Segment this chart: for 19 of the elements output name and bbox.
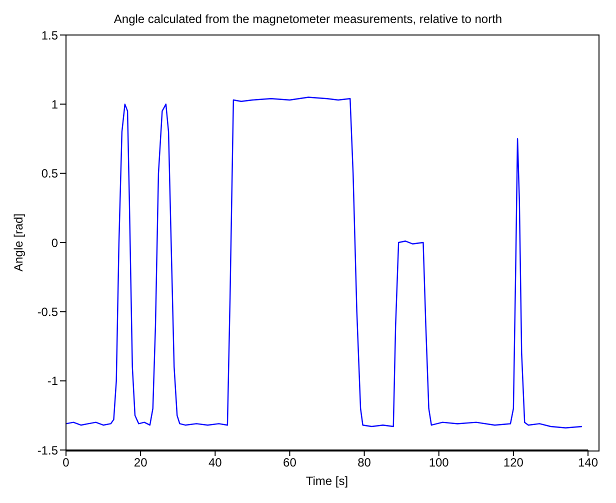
x-tick-label: 100 (428, 456, 450, 470)
y-tick-label: 1.5 (41, 28, 58, 42)
x-tick-label: 80 (358, 456, 372, 470)
x-axis-title: Time [s] (306, 474, 348, 488)
line-series (66, 96, 583, 428)
y-tick-label: 0.5 (41, 166, 58, 181)
x-tick-label: 40 (208, 456, 222, 470)
y-tick-label: -1 (47, 374, 58, 388)
chart-title: Angle calculated from the magnetometer measurements, relative to north (112, 11, 504, 28)
y-tick-label: 0 (51, 236, 58, 250)
y-axis-title: Angle [rad] (11, 213, 26, 272)
x-tick-label: 140 (578, 456, 598, 470)
y-tick-label: 1 (51, 97, 58, 112)
y-tick-label: -0.5 (37, 304, 58, 319)
y-tick-label: -1.5 (37, 443, 58, 458)
x-tick-label: 20 (134, 456, 148, 470)
x-tick-label: 0 (62, 456, 70, 470)
x-tick-label: 120 (503, 456, 524, 470)
x-tick-label: 60 (283, 456, 297, 470)
